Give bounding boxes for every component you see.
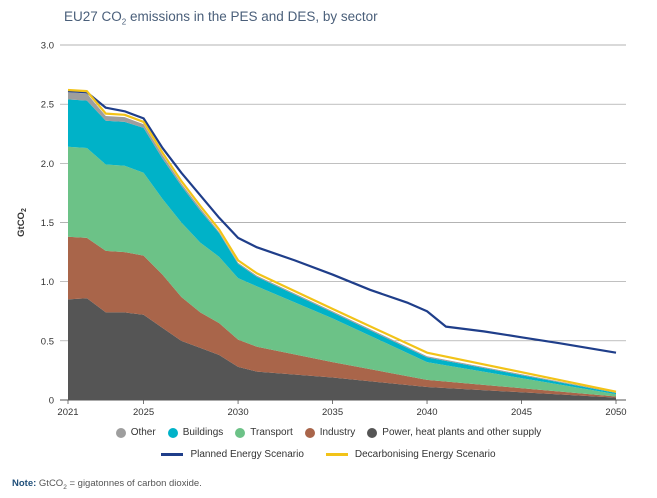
legend-label-industry: Industry <box>319 427 356 438</box>
chart-title: EU27 CO2 emissions in the PES and DES, b… <box>64 9 378 27</box>
legend-swatch-buildings <box>167 427 178 438</box>
y-tick-label: 2.0 <box>41 159 54 170</box>
legend-scenarios: Planned Energy Scenario Decarbonising En… <box>0 449 657 460</box>
legend-swatch-other <box>115 427 126 438</box>
x-tick-label: 2021 <box>57 407 78 418</box>
legend-item-power: Power, heat plants and other supply <box>367 427 541 438</box>
legend-item-other: Other <box>115 427 156 438</box>
legend-label-transport: Transport <box>250 427 293 438</box>
legend-label-buildings: Buildings <box>182 427 224 438</box>
legend-swatch-transport <box>235 427 246 438</box>
legend-label-des: Decarbonising Energy Scenario <box>354 449 496 460</box>
legend-label-other: Other <box>130 427 156 438</box>
y-tick-label: 1.5 <box>41 218 54 229</box>
area-power-heat-plants-and-other-supply <box>68 298 616 400</box>
y-tick-label: 0.5 <box>41 336 54 347</box>
y-tick-label: 2.5 <box>41 100 54 111</box>
legend-item-transport: Transport <box>235 427 293 438</box>
y-tick-label: 3.0 <box>41 41 54 52</box>
legend-swatch-industry <box>304 427 315 438</box>
legend-swatch-power <box>367 427 378 438</box>
legend-item-industry: Industry <box>304 427 356 438</box>
legend-label-pes: Planned Energy Scenario <box>190 449 304 460</box>
area-transport <box>68 146 616 397</box>
legend-label-power: Power, heat plants and other supply <box>382 427 542 438</box>
line-planned-energy-scenario <box>67 90 617 354</box>
footnote: Note: GtCO2 = gigatonnes of carbon dioxi… <box>12 478 202 491</box>
x-tick-label: 2050 <box>605 407 626 418</box>
x-tick-label: 2045 <box>511 407 532 418</box>
y-tick-label: 1.0 <box>41 277 54 288</box>
legend-item-pes: Planned Energy Scenario <box>161 449 304 460</box>
x-tick-label: 2025 <box>133 407 154 418</box>
y-tick-label: 0 <box>49 396 54 407</box>
x-tick-label: 2035 <box>322 407 343 418</box>
legend-item-buildings: Buildings <box>167 427 224 438</box>
x-tick-label: 2030 <box>227 407 248 418</box>
x-tick-label: 2040 <box>416 407 437 418</box>
legend-item-des: Decarbonising Energy Scenario <box>325 449 496 460</box>
legend-sectors: Other Buildings Transport Industry Power… <box>0 427 657 438</box>
y-axis-label: GtCO2 <box>16 208 28 237</box>
area-buildings <box>68 99 616 395</box>
line-decarbonising-energy-scenario <box>67 88 617 393</box>
legend-swatch-pes <box>161 453 184 456</box>
area-industry <box>68 236 616 398</box>
legend-swatch-des <box>325 453 348 456</box>
